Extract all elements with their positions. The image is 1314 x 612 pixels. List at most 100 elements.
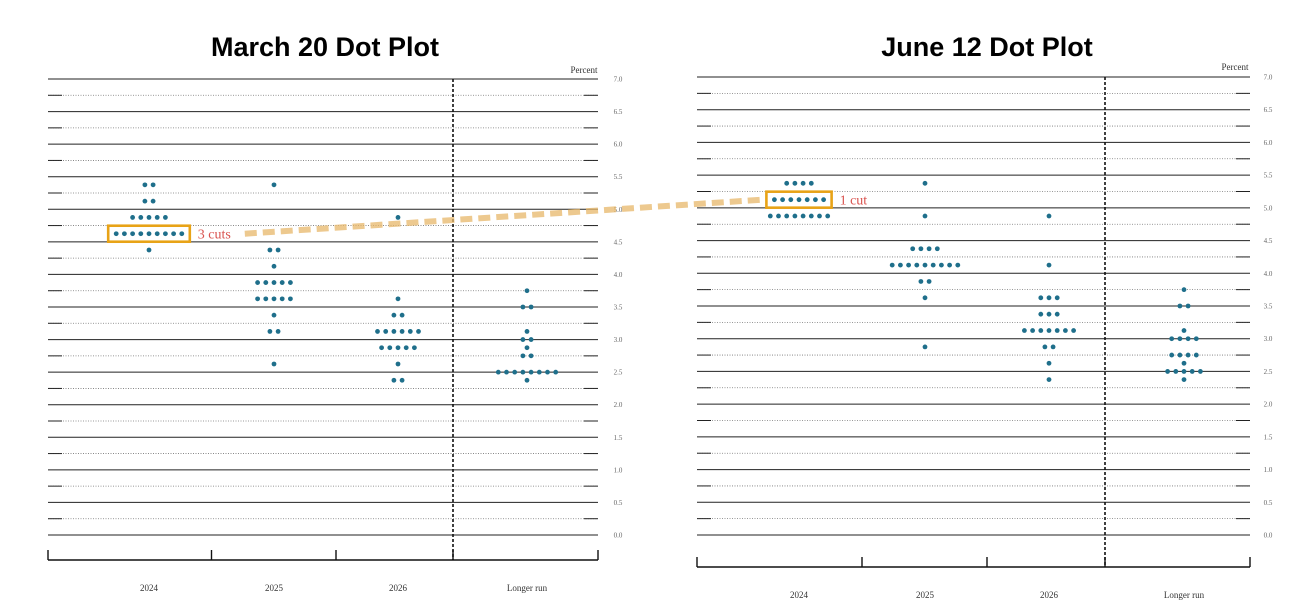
fomc-dot: [1181, 369, 1187, 374]
fomc-dot: [1046, 262, 1052, 268]
fomc-dot: [808, 213, 814, 219]
fomc-dot: [171, 231, 177, 237]
fomc-dot: [399, 312, 405, 318]
y-tick-label: 0.0: [614, 532, 623, 540]
fomc-dot: [1046, 328, 1052, 333]
fomc-dot: [1198, 369, 1203, 374]
fomc-dot: [800, 180, 806, 186]
fomc-dot: [524, 345, 530, 351]
y-tick-label: 6.0: [1264, 139, 1273, 147]
fomc-dot: [1165, 369, 1170, 374]
y-tick-label: 4.0: [614, 271, 623, 279]
fomc-dot: [796, 197, 802, 203]
fomc-dot: [275, 247, 281, 253]
y-tick-label: 4.5: [614, 238, 623, 246]
fomc-dot: [792, 213, 798, 219]
fomc-dot: [263, 296, 269, 302]
fomc-dot: [800, 213, 806, 219]
fomc-dot: [267, 329, 273, 334]
y-tick-label: 6.5: [1264, 106, 1273, 114]
fomc-dot: [512, 369, 518, 375]
fomc-dot: [375, 329, 380, 334]
fomc-dot: [255, 280, 260, 285]
fomc-dot: [1046, 377, 1052, 383]
x-category-label: 2026: [1040, 590, 1059, 600]
fomc-dot: [271, 280, 277, 285]
x-category-label: 2025: [916, 590, 935, 600]
fomc-dot: [412, 345, 417, 351]
y-tick-label: 0.5: [614, 499, 623, 507]
fomc-dot: [279, 280, 285, 285]
fomc-dot: [784, 213, 790, 219]
fomc-dot: [813, 197, 818, 203]
fomc-dot: [524, 329, 530, 334]
fomc-dot: [1177, 352, 1183, 358]
fomc-dot: [545, 369, 550, 375]
fomc-dot: [528, 369, 534, 375]
fomc-dot: [138, 215, 144, 220]
fomc-dot: [1042, 344, 1048, 350]
fomc-dot: [520, 337, 526, 342]
highlight-box: [106, 224, 192, 244]
fomc-dot: [1038, 311, 1044, 317]
fomc-dot: [279, 296, 285, 302]
fomc-dot: [825, 213, 831, 219]
fomc-dot: [817, 213, 822, 219]
fomc-dot: [271, 296, 277, 302]
y-tick-label: 3.0: [614, 336, 623, 344]
comparison-overlay: [244, 196, 763, 237]
chart-title: March 20 Dot Plot: [211, 32, 439, 62]
annotation-label: 3 cuts: [198, 228, 231, 243]
y-tick-label: 0.0: [1264, 532, 1273, 540]
june-dot-plot-panel: June 12 Dot Plot 7.0 6.5 6.0 5.5 5.0 4.5 4.0 3.…: [696, 32, 1273, 600]
x-category-label: Longer run: [1164, 590, 1205, 600]
fomc-dot: [914, 262, 920, 268]
fomc-dot: [528, 337, 534, 342]
fomc-dot: [808, 180, 814, 186]
fomc-dot: [267, 247, 273, 253]
fomc-dot: [1173, 369, 1179, 374]
fomc-dot: [520, 369, 526, 375]
fomc-dot: [922, 295, 928, 301]
fomc-dot: [1181, 328, 1187, 333]
y-tick-label: 6.5: [614, 108, 623, 116]
fomc-dot: [947, 262, 952, 268]
fomc-dot: [1071, 328, 1076, 333]
y-tick-label: 2.0: [614, 401, 623, 409]
x-category-label: 2024: [140, 583, 159, 593]
fomc-dot: [391, 312, 397, 318]
x-category-label: 2026: [389, 583, 408, 593]
y-tick-label: 6.0: [614, 141, 623, 149]
fomc-dot: [1193, 352, 1199, 358]
fomc-dot: [804, 197, 810, 203]
fomc-dot: [130, 231, 136, 237]
fomc-dot: [1038, 295, 1044, 301]
fomc-dot: [395, 296, 401, 302]
fomc-dot: [495, 369, 501, 375]
fomc-dot: [399, 377, 405, 383]
fomc-dot: [1185, 303, 1191, 309]
x-category-label: Longer run: [507, 583, 548, 593]
fomc-dot: [1169, 336, 1175, 342]
fomc-dot: [146, 247, 152, 253]
fomc-dot: [271, 263, 277, 269]
fomc-dot: [154, 231, 160, 237]
y-tick-label: 2.0: [1264, 401, 1273, 409]
fomc-dot: [146, 215, 152, 220]
fomc-dot: [142, 198, 148, 204]
fomc-dot: [922, 213, 928, 219]
fomc-dot: [821, 197, 826, 203]
fomc-dot: [772, 197, 777, 203]
fomc-dot: [122, 231, 127, 237]
y-tick-label: 5.5: [1264, 172, 1273, 180]
fomc-dot: [934, 246, 940, 252]
fomc-dot: [1177, 336, 1183, 342]
fomc-dot: [922, 344, 928, 350]
fomc-dot: [1185, 352, 1191, 358]
fomc-dot: [922, 180, 928, 186]
fomc-dot: [1169, 352, 1175, 358]
fomc-dot: [553, 369, 559, 375]
fomc-dot: [528, 304, 534, 310]
y-tick-label: 1.5: [614, 434, 623, 442]
fomc-dot: [391, 377, 397, 383]
